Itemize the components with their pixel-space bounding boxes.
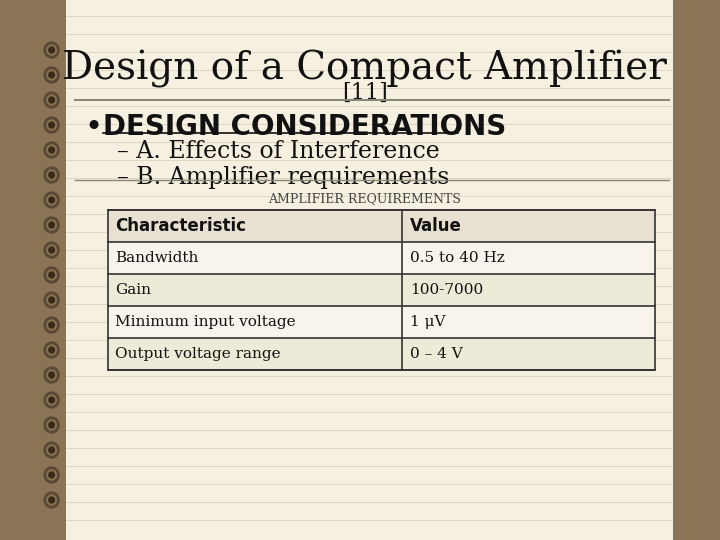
Circle shape	[47, 170, 56, 180]
Circle shape	[44, 67, 59, 83]
Circle shape	[44, 242, 59, 258]
Circle shape	[49, 247, 55, 253]
Circle shape	[49, 272, 55, 278]
Circle shape	[44, 342, 59, 358]
Circle shape	[49, 297, 55, 303]
Circle shape	[49, 72, 55, 78]
Text: Gain: Gain	[115, 283, 151, 297]
Circle shape	[44, 142, 59, 158]
Circle shape	[49, 122, 55, 128]
Circle shape	[49, 172, 55, 178]
Text: 1 μV: 1 μV	[410, 315, 445, 329]
Circle shape	[49, 422, 55, 428]
Text: [11]: [11]	[342, 82, 387, 104]
Circle shape	[47, 470, 56, 480]
Circle shape	[44, 117, 59, 133]
Circle shape	[47, 145, 56, 155]
Circle shape	[49, 347, 55, 353]
Circle shape	[44, 267, 59, 283]
Circle shape	[49, 197, 55, 203]
FancyBboxPatch shape	[108, 306, 654, 338]
Text: – A. Effects of Interference: – A. Effects of Interference	[117, 140, 440, 163]
Circle shape	[44, 92, 59, 108]
Circle shape	[47, 220, 56, 230]
Text: Design of a Compact Amplifier: Design of a Compact Amplifier	[63, 50, 667, 88]
Circle shape	[49, 447, 55, 453]
Circle shape	[49, 222, 55, 228]
Circle shape	[47, 295, 56, 305]
Circle shape	[47, 370, 56, 380]
Circle shape	[47, 420, 56, 430]
Circle shape	[49, 472, 55, 478]
Circle shape	[44, 417, 59, 433]
Circle shape	[47, 120, 56, 130]
FancyBboxPatch shape	[108, 210, 654, 242]
Circle shape	[47, 70, 56, 80]
Circle shape	[44, 392, 59, 408]
Text: 100-7000: 100-7000	[410, 283, 483, 297]
Circle shape	[44, 192, 59, 208]
Circle shape	[44, 317, 59, 333]
Circle shape	[47, 320, 56, 330]
Circle shape	[49, 47, 55, 53]
Text: 0.5 to 40 Hz: 0.5 to 40 Hz	[410, 251, 505, 265]
Circle shape	[47, 395, 56, 405]
Circle shape	[44, 467, 59, 483]
Text: Bandwidth: Bandwidth	[115, 251, 199, 265]
Text: Output voltage range: Output voltage range	[115, 347, 281, 361]
FancyBboxPatch shape	[108, 274, 654, 306]
FancyBboxPatch shape	[108, 338, 654, 370]
Circle shape	[49, 372, 55, 378]
Circle shape	[49, 97, 55, 103]
Circle shape	[44, 292, 59, 308]
Circle shape	[47, 195, 56, 205]
Circle shape	[47, 270, 56, 280]
Circle shape	[47, 345, 56, 355]
Text: •: •	[84, 113, 102, 144]
Circle shape	[47, 445, 56, 455]
Circle shape	[44, 167, 59, 183]
Circle shape	[44, 367, 59, 383]
Circle shape	[49, 147, 55, 153]
Circle shape	[49, 497, 55, 503]
Text: Characteristic: Characteristic	[115, 217, 246, 235]
Text: 0 – 4 V: 0 – 4 V	[410, 347, 462, 361]
Text: Minimum input voltage: Minimum input voltage	[115, 315, 296, 329]
FancyBboxPatch shape	[66, 0, 673, 540]
Circle shape	[44, 492, 59, 508]
Text: Value: Value	[410, 217, 462, 235]
Text: – B. Amplifier requirements: – B. Amplifier requirements	[117, 166, 449, 189]
Circle shape	[49, 397, 55, 403]
Circle shape	[47, 245, 56, 255]
Text: AMPLIFIER REQUIREMENTS: AMPLIFIER REQUIREMENTS	[269, 192, 462, 205]
Circle shape	[47, 45, 56, 55]
Text: DESIGN CONSIDERATIONS: DESIGN CONSIDERATIONS	[103, 113, 506, 141]
Circle shape	[44, 442, 59, 458]
Circle shape	[44, 217, 59, 233]
Circle shape	[47, 95, 56, 105]
Circle shape	[49, 322, 55, 328]
FancyBboxPatch shape	[108, 242, 654, 274]
Circle shape	[44, 42, 59, 58]
Circle shape	[47, 495, 56, 505]
